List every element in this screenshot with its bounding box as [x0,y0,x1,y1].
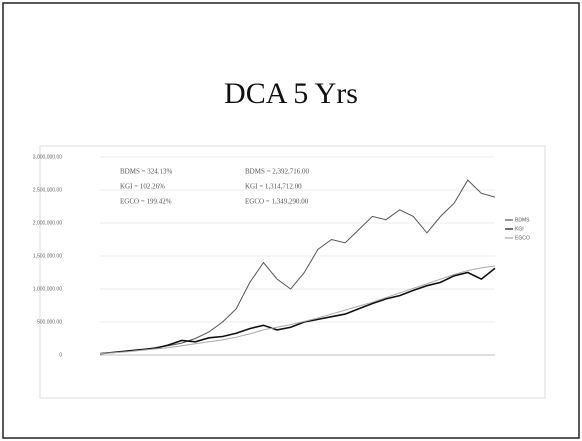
y-tick-label: 500,000.00 [37,319,62,325]
y-tick-label: 2,500,000.00 [33,187,62,193]
y-tick-label: 1,500,000.00 [33,253,62,259]
y-tick-label: 1,000,000.00 [33,286,62,292]
series-line [99,267,496,355]
annotation: EGCO = 1,349,290.00 [245,198,309,206]
legend-label: KGI [515,226,524,232]
legend-label: BDMS [515,217,530,223]
legend-label: EGCO [515,235,530,241]
annotation: KGI = 1,314,712.00 [245,183,302,191]
y-tick-label: 2,000,000.00 [33,220,62,226]
slide-title: DCA 5 Yrs [224,77,358,110]
annotation: EGCO = 199.42% [120,198,172,206]
annotation: BDMS = 2,392,716.00 [245,168,310,176]
chart-frame [39,145,546,399]
annotation: KGI = 102.26% [120,183,165,191]
series-line [99,265,496,355]
annotation: BDMS = 324.13% [120,168,173,176]
y-tick-label: 3,000,000.00 [33,154,62,160]
y-tick-label: 0 [59,352,62,358]
